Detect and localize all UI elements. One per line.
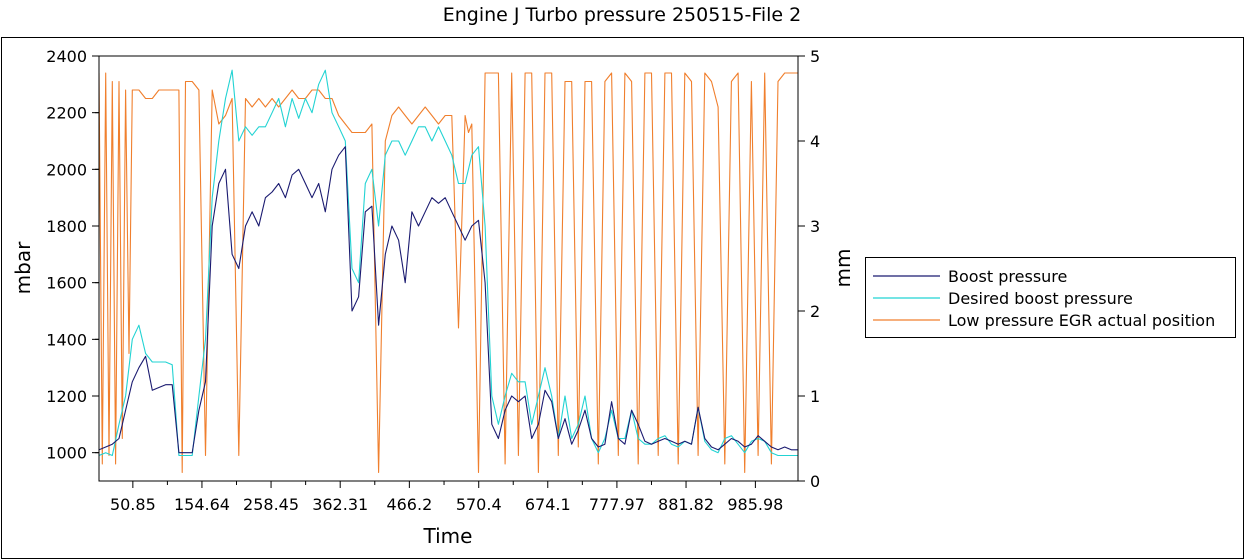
legend-label: Low pressure EGR actual position: [948, 311, 1215, 330]
y-tick-label: 1000: [46, 444, 87, 463]
y-tick-label: 1200: [46, 387, 87, 406]
x-tick-label: 674.1: [525, 495, 571, 514]
series-layer: [99, 69, 798, 474]
x-axis-label: Time: [423, 524, 473, 548]
series-line-low-pressure-egr-actual-position: [99, 72, 798, 474]
x-tick-label: 258.45: [243, 495, 299, 514]
axis-layer: 1000 1200 1400 1600 1800 2000 2200 2400 0 1 2 3 4 5 50…: [46, 47, 820, 514]
x-tick-label: 985.98: [727, 495, 783, 514]
outer-frame: [1, 37, 1244, 559]
y2-tick-label: 0: [810, 472, 820, 491]
y2-tick-label: 4: [810, 132, 820, 151]
y-tick-label: 2200: [46, 104, 87, 123]
y2-axis-label: mm: [831, 249, 855, 288]
y-tick-label: 1800: [46, 217, 87, 236]
x-tick-label: 881.82: [658, 495, 714, 514]
x-tick-label: 466.2: [386, 495, 432, 514]
y-tick-label: 1400: [46, 330, 87, 349]
y2-tick-label: 5: [810, 47, 820, 66]
series-line-boost-pressure: [99, 146, 798, 454]
y2-tick-label: 3: [810, 217, 820, 236]
x-tick-label: 154.64: [174, 495, 230, 514]
x-tick-label: 777.97: [589, 495, 645, 514]
x-tick-label: 570.4: [456, 495, 502, 514]
y-axis-label: mbar: [11, 241, 35, 294]
x-tick-label: 50.85: [110, 495, 156, 514]
y-tick-label: 1600: [46, 274, 87, 293]
x-tick-label: 362.31: [312, 495, 368, 514]
y-tick-label: 2000: [46, 160, 87, 179]
legend-label: Desired boost pressure: [948, 289, 1133, 308]
plot-frame: [98, 55, 799, 482]
y2-tick-label: 2: [810, 302, 820, 321]
y2-tick-label: 1: [810, 387, 820, 406]
y-tick-label: 2400: [46, 47, 87, 66]
chart-title: Engine J Turbo pressure 250515-File 2: [443, 4, 802, 26]
legend: Boost pressure Desired boost pressure Low …: [865, 257, 1236, 338]
series-line-desired-boost-pressure: [99, 69, 798, 457]
legend-label: Boost pressure: [948, 267, 1067, 286]
